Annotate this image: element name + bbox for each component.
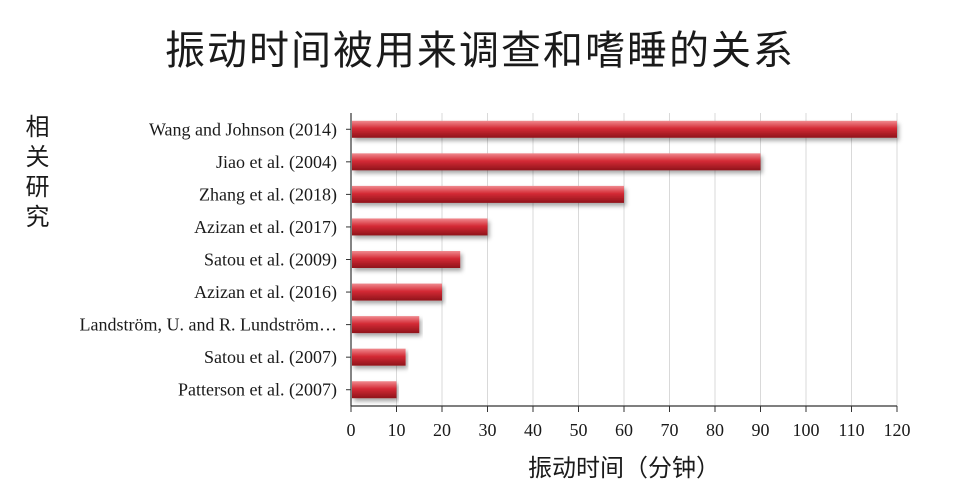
bar-0 [352, 120, 897, 138]
bar-3 [352, 218, 488, 236]
bars [352, 120, 897, 399]
category-label-4: Satou et al. (2009) [204, 250, 337, 271]
x-tick-label-40: 40 [524, 420, 542, 440]
bar-2 [352, 185, 624, 203]
x-tick-label-20: 20 [433, 420, 451, 440]
category-label-3: Azizan et al. (2017) [194, 217, 337, 238]
bar-1 [352, 153, 761, 171]
category-label-0: Wang and Johnson (2014) [149, 119, 337, 140]
category-label-5: Azizan et al. (2016) [194, 282, 337, 303]
x-tick-label-10: 10 [388, 420, 406, 440]
x-tick-label-110: 110 [838, 420, 864, 440]
x-axis-label: 振动时间（分钟） [528, 454, 720, 482]
x-tick-label-50: 50 [570, 420, 588, 440]
bar-4 [352, 251, 461, 268]
x-tick-label-80: 80 [706, 420, 724, 440]
x-tick-labels: 0 10 20 30 40 50 60 70 80 90 100 110 120 [347, 420, 911, 440]
x-tick-label-70: 70 [661, 420, 679, 440]
category-labels: Wang and Johnson (2014) Jiao et al. (2004… [80, 119, 337, 400]
category-label-6: Landström, U. and R. Lundström… [80, 315, 337, 335]
category-label-7: Satou et al. (2007) [204, 347, 337, 368]
category-label-8: Patterson et al. (2007) [178, 380, 337, 401]
axes [346, 113, 898, 412]
y-axis-label: 相关研究 [21, 114, 49, 234]
bar-6 [352, 316, 420, 334]
x-tick-label-90: 90 [752, 420, 770, 440]
bar-5 [352, 283, 442, 301]
category-label-1: Jiao et al. (2004) [216, 152, 337, 173]
x-tick-label-100: 100 [793, 420, 820, 440]
x-tick-label-0: 0 [347, 420, 356, 440]
chart-title: 振动时间被用来调查和嗜睡的关系 [165, 28, 795, 74]
x-tick-label-120: 120 [884, 420, 911, 440]
bar-8 [352, 381, 397, 399]
x-tick-label-30: 30 [479, 420, 497, 440]
bar-7 [352, 348, 406, 366]
x-tick-label-60: 60 [615, 420, 633, 440]
category-label-2: Zhang et al. (2018) [199, 184, 337, 205]
